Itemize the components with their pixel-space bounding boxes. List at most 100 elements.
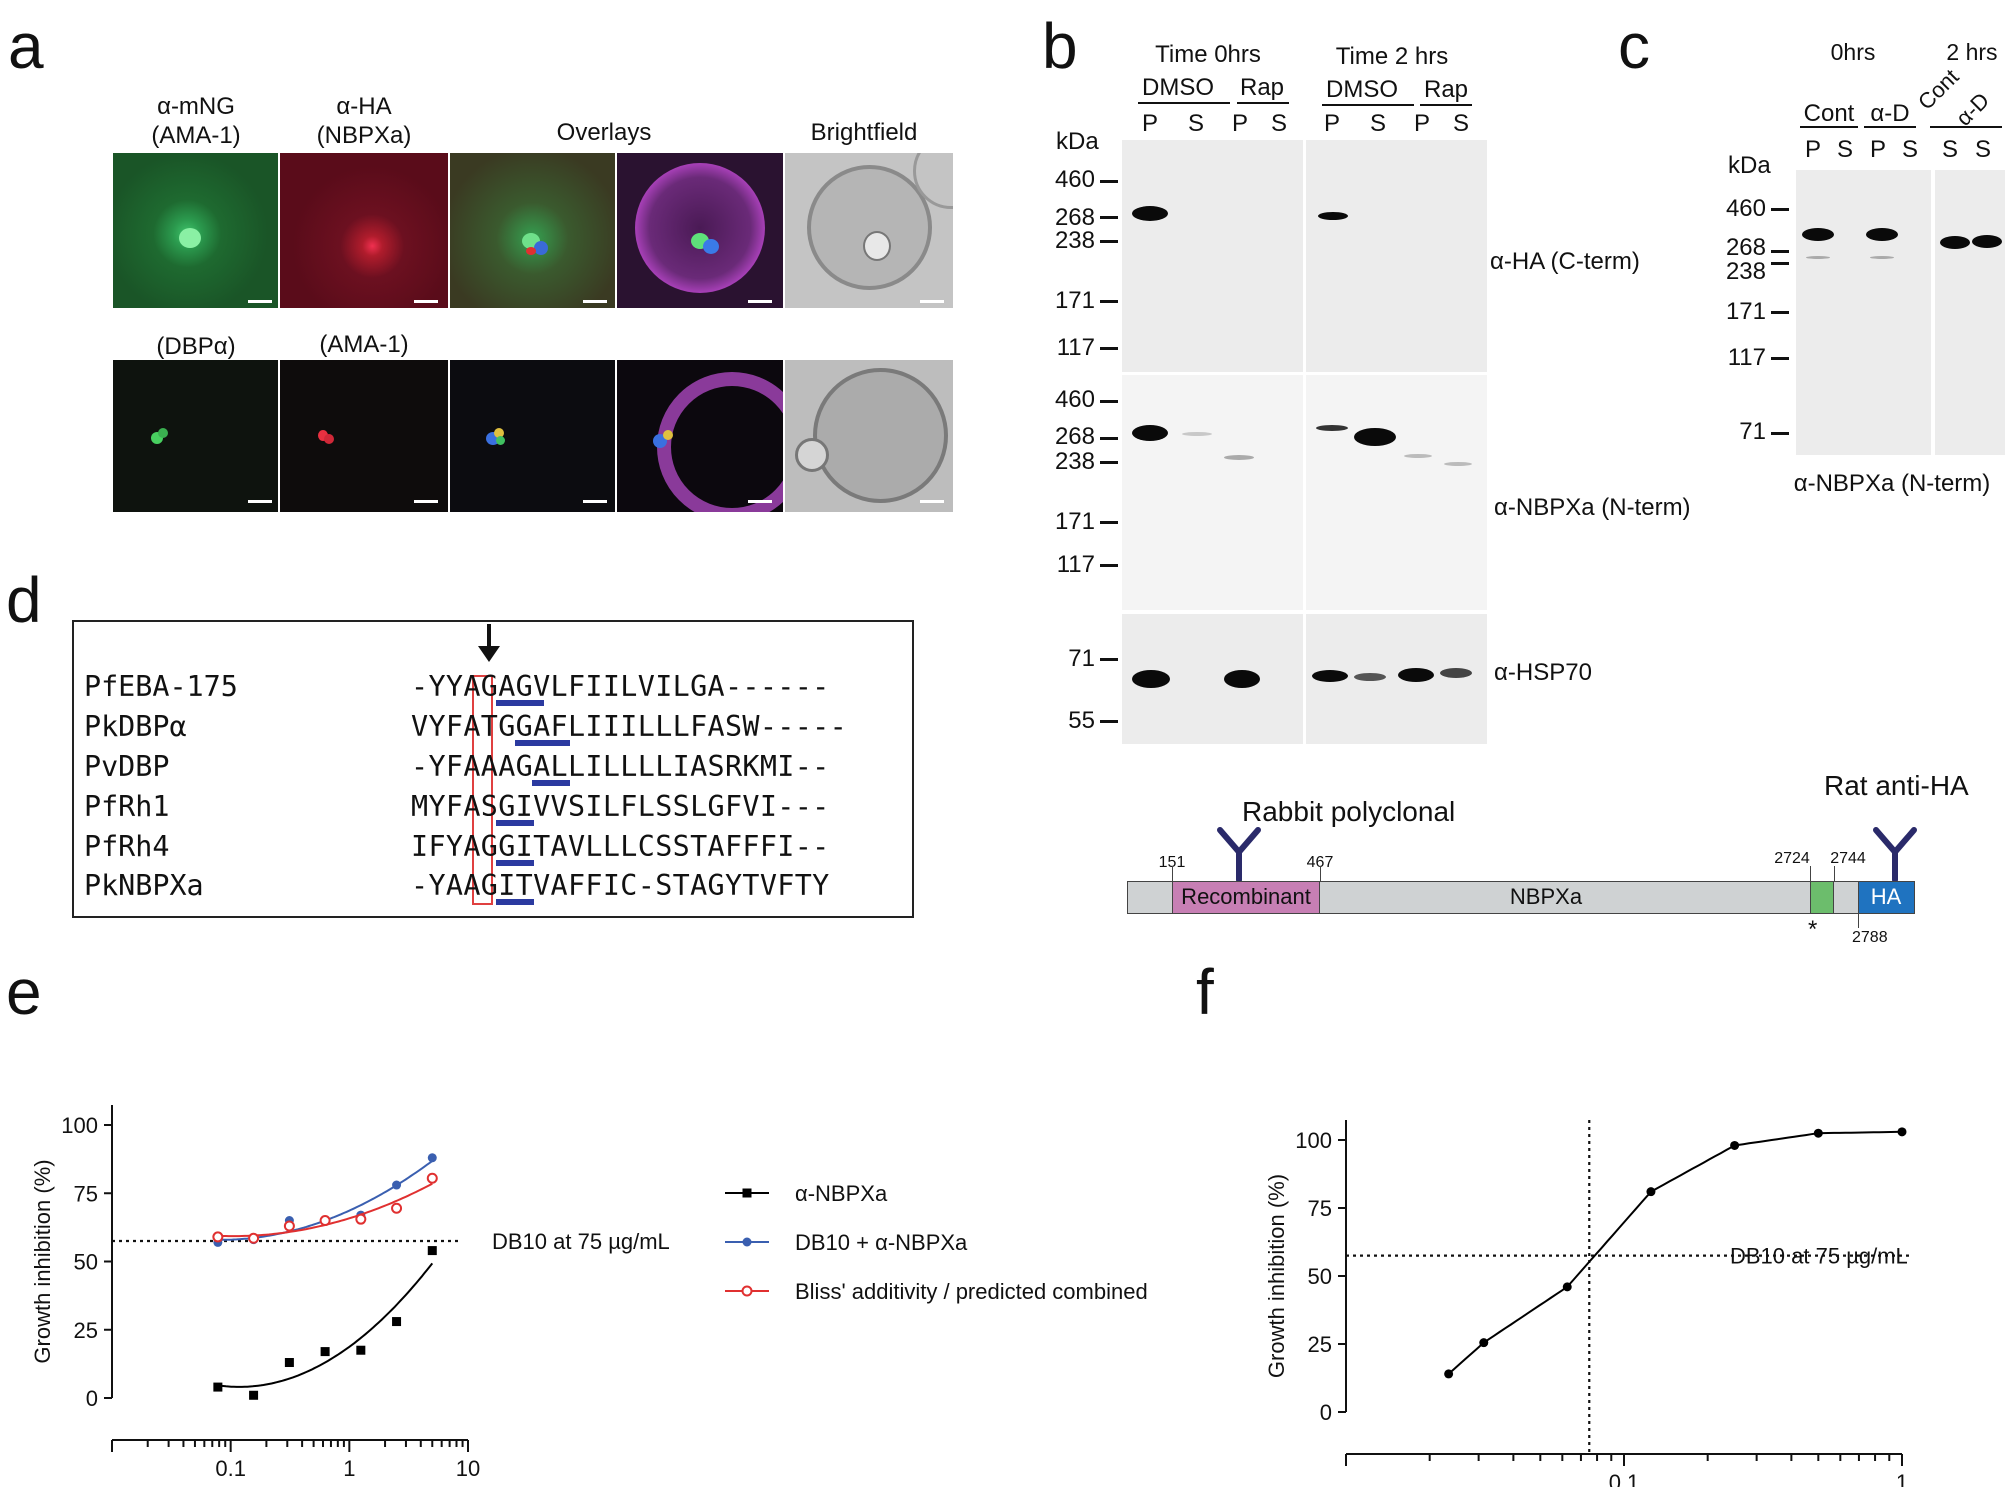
blot-nbpxa-0hrs	[1122, 375, 1303, 610]
antibody-label-ha: α-HA (C-term)	[1490, 248, 1640, 275]
data-point	[1897, 1127, 1907, 1137]
data-point	[427, 1153, 437, 1163]
marker: 238	[1054, 448, 1095, 475]
sequence-row: -YYAGAGVLFIILVILGA------	[411, 670, 830, 703]
blot-c-0hrs	[1796, 170, 1931, 455]
data-point	[1730, 1140, 1740, 1150]
marker: 268	[1054, 204, 1095, 231]
data-point	[283, 1220, 295, 1232]
y-tick-label: 75	[1308, 1196, 1332, 1221]
lane-s: S	[1369, 110, 1387, 137]
band	[1802, 228, 1834, 241]
micrograph-ama1-row2	[280, 360, 448, 512]
scale-bar	[748, 300, 772, 303]
legend-marker	[742, 1237, 752, 1247]
sequence-name: PvDBP	[84, 750, 170, 783]
data-point	[392, 1180, 402, 1190]
motif-underline	[496, 820, 534, 826]
motif-underline	[496, 860, 534, 866]
rabbit-polyclonal-label: Rabbit polyclonal	[1242, 796, 1456, 827]
scale-bar	[583, 500, 607, 503]
panel-label-a: a	[8, 10, 44, 82]
col-header-mng: α-mNG (AMA-1)	[151, 93, 241, 149]
band	[1354, 428, 1396, 446]
y-tick-label: 0	[86, 1386, 98, 1411]
band	[1224, 455, 1254, 460]
marker: 71	[1739, 418, 1766, 445]
nbpxa-label: NBPXa	[1509, 884, 1583, 909]
marker: 460	[1725, 195, 1766, 222]
blot-ha-2hrs	[1306, 140, 1487, 372]
data-point	[426, 1172, 438, 1184]
micrograph-overlay2-row1	[617, 153, 783, 308]
header-dmso-0: DMSO	[1142, 74, 1214, 101]
band	[1312, 670, 1348, 682]
data-point	[427, 1246, 437, 1256]
header-time2: Time 2 hrs	[1335, 43, 1449, 70]
series-curve	[1447, 1130, 1903, 1375]
asterisk: *	[1808, 916, 1818, 943]
band	[1404, 454, 1432, 458]
data-point	[212, 1231, 224, 1243]
legend-label: Bliss' additivity / predicted combined	[795, 1279, 1148, 1304]
micrograph-overlay2-row2	[617, 360, 783, 512]
marker: 268	[1725, 234, 1766, 261]
scale-bar	[920, 500, 944, 503]
lane-p: P	[1323, 110, 1341, 137]
micrograph-ha-row1	[280, 153, 448, 308]
motif-underline	[496, 899, 534, 905]
header-0hrs: 0hrs	[1830, 39, 1876, 65]
rat-anti-ha-label: Rat anti-HA	[1824, 770, 1969, 801]
sequence-name: PfEBA-175	[84, 670, 238, 703]
sequence-name: PfRh1	[84, 790, 170, 823]
band	[1806, 256, 1830, 259]
data-point	[1646, 1187, 1656, 1197]
data-point	[1479, 1338, 1489, 1348]
header-cont: Cont	[1803, 100, 1855, 127]
lane-p: P	[1804, 136, 1822, 163]
marker: 460	[1054, 166, 1095, 193]
data-point	[391, 1202, 403, 1214]
data-point	[248, 1232, 260, 1244]
series-curve	[217, 1262, 434, 1388]
lane-p: P	[1869, 136, 1887, 163]
data-point	[1444, 1369, 1454, 1379]
lane-s: S	[1836, 136, 1854, 163]
reference-label: DB10 at 75 µg/mL	[492, 1229, 670, 1254]
y-tick-label: 0	[1320, 1400, 1332, 1425]
band	[1224, 670, 1260, 688]
caption-c: α-NBPXa (N-term)	[1793, 470, 1991, 497]
data-point	[320, 1347, 330, 1357]
x-tick-label: 10	[456, 1456, 480, 1481]
marker: 117	[1727, 344, 1766, 371]
lane-s: S	[1187, 110, 1205, 137]
series-curve	[217, 1160, 433, 1241]
blot-nbpxa-2hrs	[1306, 375, 1487, 610]
sequence-row: -YFAAAGALLILLLLIASRKMI--	[411, 750, 830, 783]
band	[1940, 236, 1970, 249]
band	[1132, 425, 1168, 441]
reference-label: DB10 at 75 µg/mL	[1730, 1244, 1908, 1269]
data-point	[249, 1390, 259, 1400]
data-point	[392, 1317, 402, 1327]
sequence-row: -YAAGITVAFFIC-STAGYTVFTY	[411, 869, 830, 902]
recombinant-region	[1172, 881, 1320, 914]
lane-p: P	[1141, 110, 1159, 137]
residue-151: 151	[1158, 854, 1186, 871]
motif-underline	[496, 700, 544, 706]
band	[1866, 228, 1898, 241]
y-tick-label: 100	[61, 1113, 98, 1138]
data-point	[355, 1213, 367, 1225]
antibody-label-nbpxa: α-NBPXa (N-term)	[1494, 494, 1691, 521]
alignment-box	[72, 620, 914, 918]
band	[1440, 668, 1472, 678]
motif-underline	[515, 740, 570, 746]
sequence-row: VYFATGGAFLIIILLLFASW-----	[411, 710, 848, 743]
residue-2744: 2744	[1830, 850, 1866, 867]
lane-s: S	[1941, 136, 1959, 163]
antibody-label-hsp70: α-HSP70	[1494, 659, 1592, 686]
micrograph-overlay1-row1	[450, 153, 615, 308]
kda-label: kDa	[1728, 152, 1771, 179]
blot-ha-0hrs	[1122, 140, 1303, 372]
arrow-down-icon	[478, 624, 500, 662]
